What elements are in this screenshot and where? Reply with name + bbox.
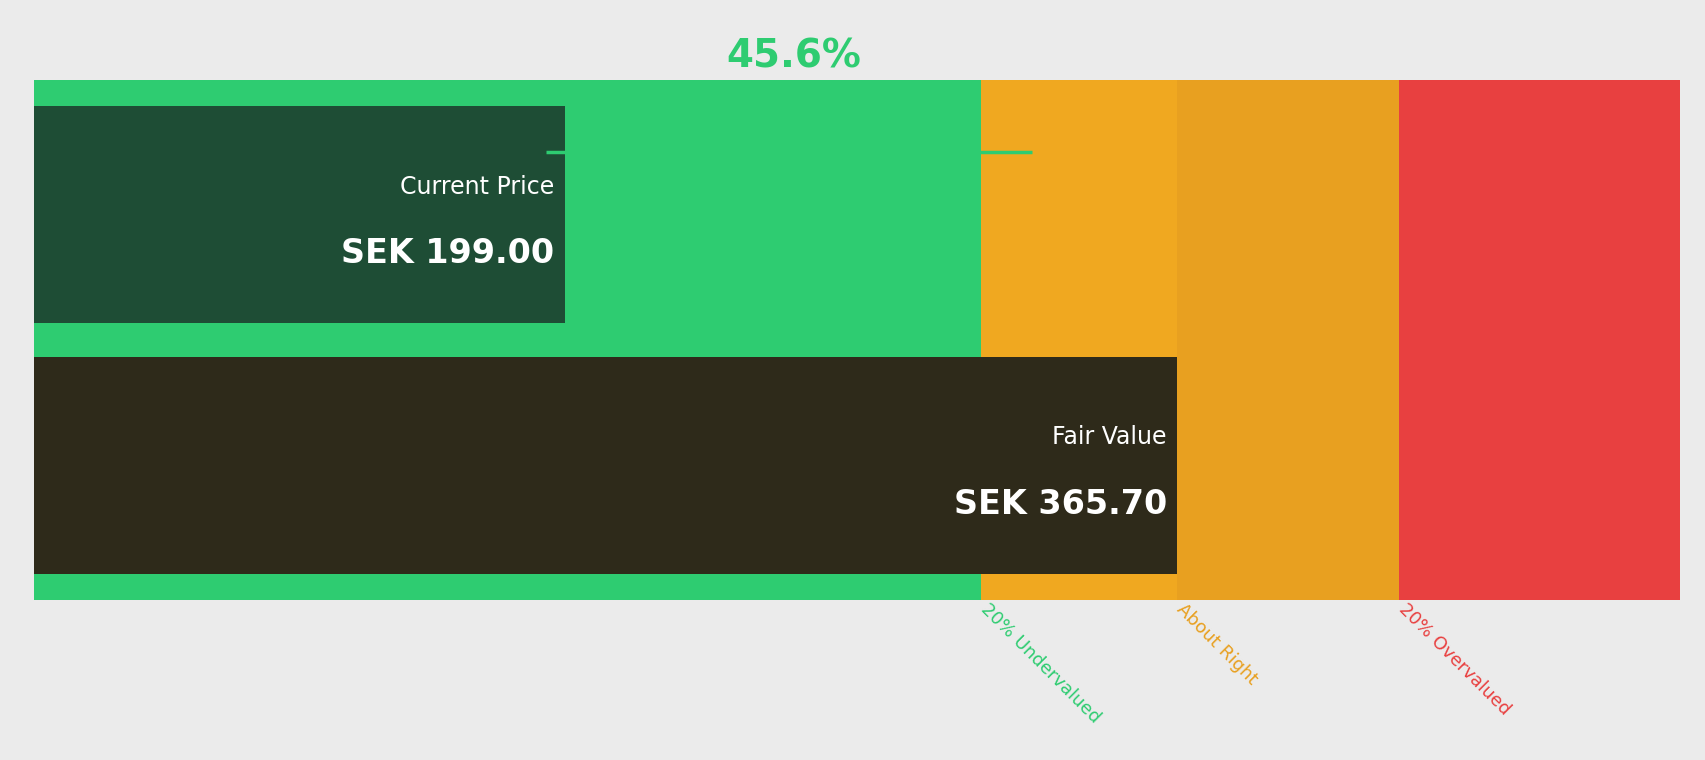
- Bar: [1398, 80, 1679, 350]
- Bar: [34, 106, 564, 323]
- Text: Current Price: Current Price: [401, 175, 554, 198]
- Bar: [980, 80, 1176, 350]
- Bar: [1176, 331, 1398, 600]
- Text: 45.6%: 45.6%: [725, 38, 861, 76]
- Text: Fair Value: Fair Value: [1052, 426, 1166, 449]
- Bar: [1176, 80, 1398, 350]
- Text: Undervalued: Undervalued: [721, 93, 864, 112]
- Text: SEK 199.00: SEK 199.00: [341, 237, 554, 271]
- Text: SEK 365.70: SEK 365.70: [953, 488, 1166, 521]
- Bar: [980, 331, 1176, 600]
- Bar: [34, 357, 1176, 574]
- Text: 20% Undervalued: 20% Undervalued: [977, 600, 1103, 727]
- Text: About Right: About Right: [1173, 600, 1260, 689]
- Bar: [34, 80, 980, 350]
- Bar: [1398, 331, 1679, 600]
- Bar: [34, 331, 980, 600]
- Text: 20% Overvalued: 20% Overvalued: [1395, 600, 1512, 719]
